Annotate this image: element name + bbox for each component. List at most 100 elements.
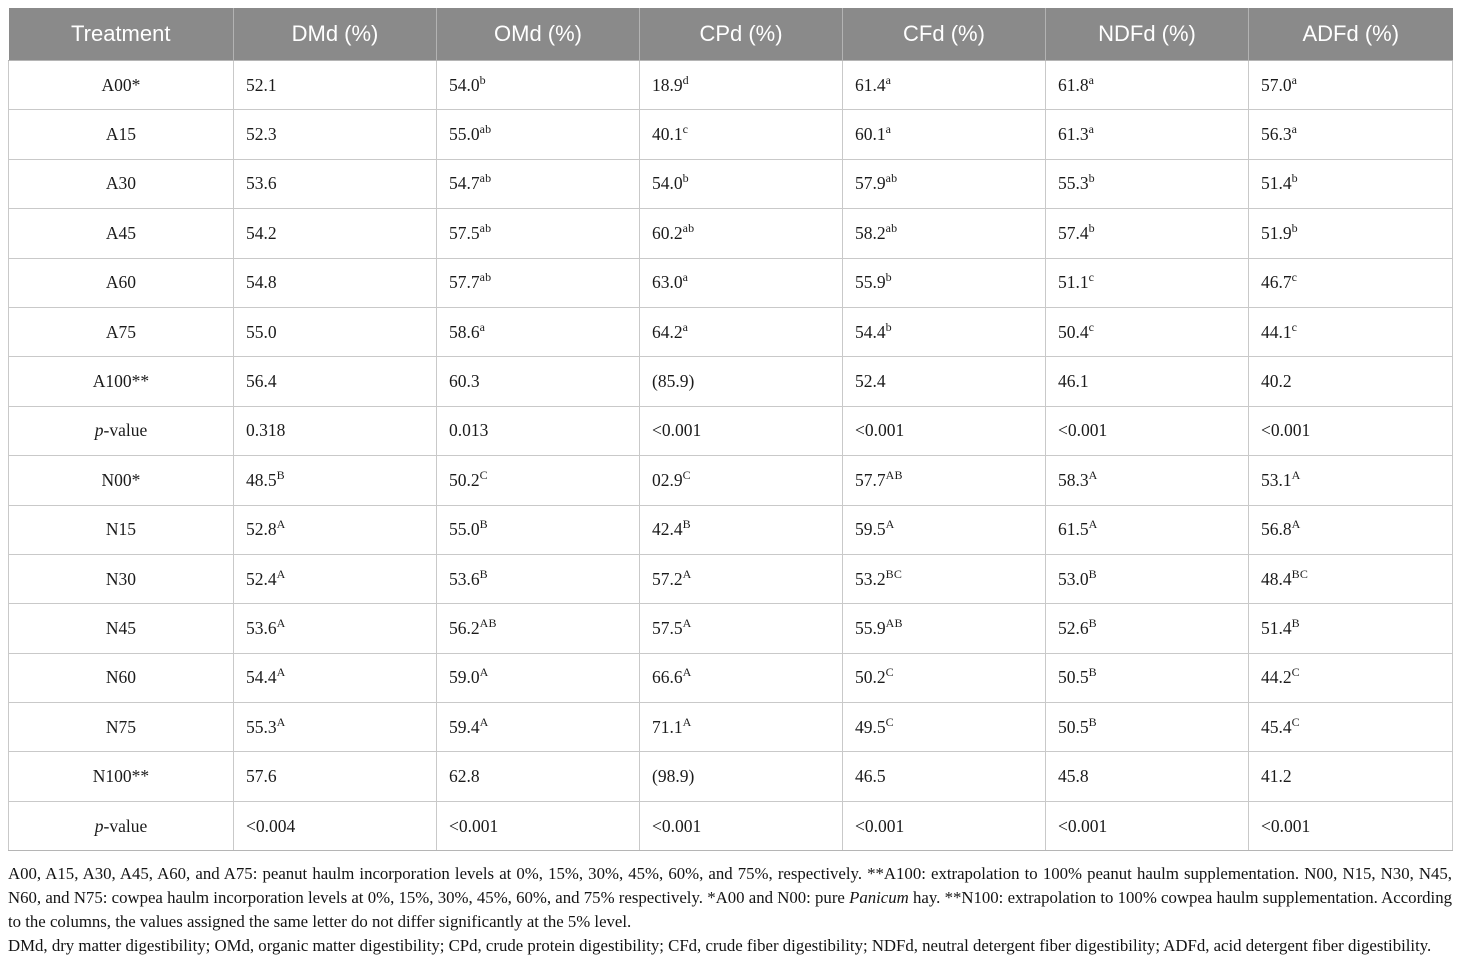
data-cell: 54.2 bbox=[233, 208, 437, 259]
significance-superscript: AB bbox=[479, 616, 497, 631]
digestibility-table-container: Treatment DMd (%) OMd (%) CPd (%) CFd (%) NDF… bbox=[8, 8, 1453, 852]
data-cell: 53.6B bbox=[436, 553, 640, 605]
significance-superscript: B bbox=[1088, 616, 1097, 631]
data-cell: <0.001 bbox=[436, 800, 640, 852]
treatment-cell: A100** bbox=[8, 356, 234, 407]
significance-superscript: b bbox=[479, 72, 486, 87]
significance-superscript: c bbox=[1291, 270, 1298, 285]
data-cell: 54.4A bbox=[233, 652, 437, 704]
significance-superscript: b bbox=[682, 171, 689, 186]
data-cell: 46.7c bbox=[1248, 257, 1453, 308]
data-cell: 58.2ab bbox=[842, 208, 1046, 259]
treatment-cell: N30 bbox=[8, 553, 234, 605]
data-cell: 51.4b bbox=[1248, 158, 1453, 210]
data-cell: 57.6 bbox=[233, 751, 437, 802]
data-cell: 52.8A bbox=[233, 504, 437, 555]
significance-superscript: A bbox=[276, 665, 286, 680]
significance-superscript: A bbox=[682, 665, 692, 680]
data-cell: 60.1a bbox=[842, 109, 1046, 160]
significance-superscript: A bbox=[276, 714, 286, 729]
significance-superscript: a bbox=[1088, 122, 1095, 137]
data-cell: <0.004 bbox=[233, 800, 437, 852]
data-cell: <0.001 bbox=[842, 405, 1046, 457]
data-cell: 54.8 bbox=[233, 257, 437, 308]
table-header-row: Treatment DMd (%) OMd (%) CPd (%) CFd (%) NDF… bbox=[8, 8, 1453, 61]
significance-superscript: B bbox=[479, 566, 488, 581]
significance-superscript: AB bbox=[885, 467, 903, 482]
data-cell: 42.4B bbox=[639, 504, 843, 555]
significance-superscript: B bbox=[1088, 714, 1097, 729]
significance-superscript: A bbox=[885, 517, 895, 532]
data-cell: 53.2BC bbox=[842, 553, 1046, 605]
data-cell: 57.4b bbox=[1045, 208, 1249, 259]
data-cell: 41.2 bbox=[1248, 751, 1453, 802]
data-cell: 50.2C bbox=[842, 652, 1046, 704]
data-cell: 51.1c bbox=[1045, 257, 1249, 308]
column-header-treatment: Treatment bbox=[8, 8, 234, 61]
significance-superscript: B bbox=[479, 517, 488, 532]
column-header-cpd: CPd (%) bbox=[639, 8, 843, 61]
table-row: A15 52.3 55.0ab 40.1c 60.1a 61.3a 56.3a bbox=[8, 109, 1453, 160]
table-row: A75 55.0 58.6a 64.2a 54.4b 50.4c 44.1c bbox=[8, 306, 1453, 358]
significance-superscript: A bbox=[682, 616, 692, 631]
data-cell: 60.3 bbox=[436, 356, 640, 407]
table-row: N15 52.8A 55.0B 42.4B 59.5A 61.5A 56.8A bbox=[8, 504, 1453, 555]
table-row: A45 54.2 57.5ab 60.2ab 58.2ab 57.4b 51.9b bbox=[8, 208, 1453, 259]
significance-superscript: ab bbox=[479, 221, 492, 236]
data-cell: <0.001 bbox=[639, 800, 843, 852]
treatment-cell: N100** bbox=[8, 751, 234, 802]
data-cell: 61.8a bbox=[1045, 59, 1249, 111]
data-cell: 56.2AB bbox=[436, 603, 640, 654]
significance-superscript: BC bbox=[1291, 566, 1309, 581]
significance-superscript: a bbox=[1291, 72, 1298, 87]
significance-superscript: C bbox=[1291, 665, 1300, 680]
significance-superscript: ab bbox=[885, 171, 898, 186]
significance-superscript: ab bbox=[885, 221, 898, 236]
significance-superscript: d bbox=[682, 72, 689, 87]
data-cell: 45.4C bbox=[1248, 702, 1453, 753]
data-cell: 57.5ab bbox=[436, 208, 640, 259]
significance-superscript: b bbox=[1291, 221, 1298, 236]
significance-superscript: A bbox=[682, 714, 692, 729]
data-cell: 61.5A bbox=[1045, 504, 1249, 555]
table-row: N30 52.4A 53.6B 57.2A 53.2BC 53.0B 48.4BC bbox=[8, 553, 1453, 605]
significance-superscript: A bbox=[479, 714, 489, 729]
data-cell: <0.001 bbox=[1045, 800, 1249, 852]
significance-superscript: A bbox=[276, 566, 286, 581]
data-cell: 53.6 bbox=[233, 158, 437, 210]
treatment-cell: A00* bbox=[8, 59, 234, 111]
data-cell: 52.1 bbox=[233, 59, 437, 111]
data-cell: 71.1A bbox=[639, 702, 843, 753]
significance-superscript: ab bbox=[479, 122, 492, 137]
treatment-cell: A60 bbox=[8, 257, 234, 308]
data-cell: 59.0A bbox=[436, 652, 640, 704]
significance-superscript: BC bbox=[885, 566, 903, 581]
significance-superscript: c bbox=[1088, 270, 1095, 285]
significance-superscript: a bbox=[885, 122, 892, 137]
data-cell: 58.3A bbox=[1045, 455, 1249, 506]
significance-superscript: C bbox=[1291, 714, 1300, 729]
significance-superscript: C bbox=[885, 714, 894, 729]
data-cell: 49.5C bbox=[842, 702, 1046, 753]
significance-superscript: C bbox=[885, 665, 894, 680]
significance-superscript: A bbox=[479, 665, 489, 680]
data-cell: 60.2ab bbox=[639, 208, 843, 259]
significance-superscript: AB bbox=[885, 616, 903, 631]
footnote-abbreviations: DMd, dry matter digestibility; OMd, orga… bbox=[8, 936, 1432, 956]
significance-superscript: a bbox=[885, 72, 892, 87]
treatment-cell: N60 bbox=[8, 652, 234, 704]
significance-superscript: A bbox=[1088, 517, 1098, 532]
column-header-dmd: DMd (%) bbox=[233, 8, 437, 61]
table-row: N00* 48.5B 50.2C 02.9C 57.7AB 58.3A 53.1A bbox=[8, 455, 1453, 506]
column-header-adfd: ADFd (%) bbox=[1248, 8, 1453, 61]
data-cell: 59.5A bbox=[842, 504, 1046, 555]
data-cell: 48.5B bbox=[233, 455, 437, 506]
data-cell: 56.8A bbox=[1248, 504, 1453, 555]
data-cell: 66.6A bbox=[639, 652, 843, 704]
column-header-omd: OMd (%) bbox=[436, 8, 640, 61]
data-cell: 18.9d bbox=[639, 59, 843, 111]
data-cell: 61.4a bbox=[842, 59, 1046, 111]
table-row: A100** 56.4 60.3 (85.9) 52.4 46.1 40.2 bbox=[8, 356, 1453, 407]
table-row: N60 54.4A 59.0A 66.6A 50.2C 50.5B 44.2C bbox=[8, 652, 1453, 704]
significance-superscript: b bbox=[1291, 171, 1298, 186]
